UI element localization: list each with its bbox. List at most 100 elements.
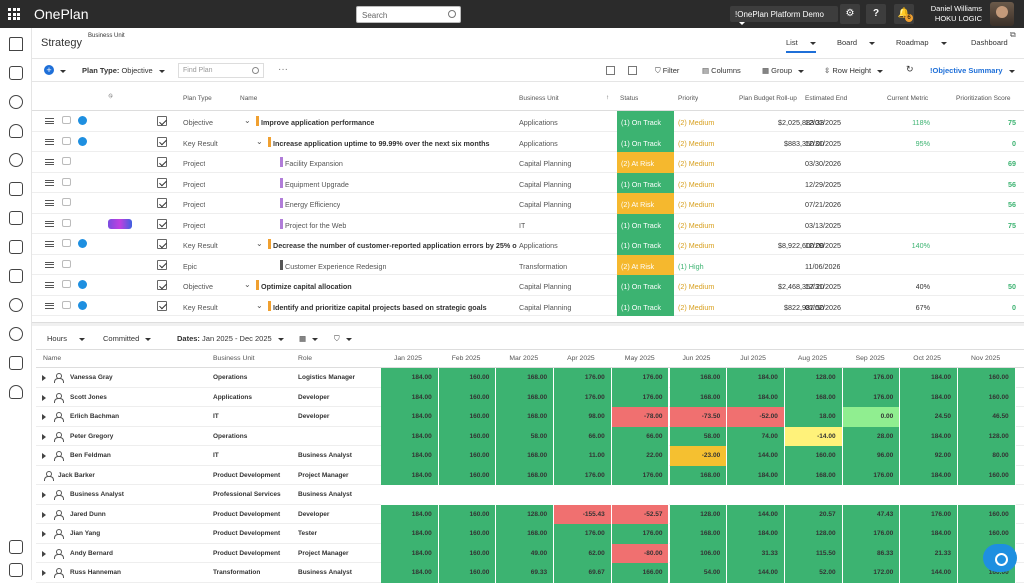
capacity-cell[interactable]: 184.00 bbox=[381, 543, 439, 563]
capacity-cell[interactable]: 144.00 bbox=[727, 504, 785, 524]
capacity-cell[interactable]: 184.00 bbox=[900, 524, 958, 544]
resource-name[interactable]: Andy Bernard bbox=[70, 549, 113, 557]
month-column-header[interactable]: Jul 2025 bbox=[740, 355, 766, 362]
comment-icon[interactable] bbox=[62, 239, 71, 247]
capacity-cell[interactable]: 166.00 bbox=[611, 563, 670, 583]
capacity-cell[interactable] bbox=[727, 485, 785, 505]
resource-name[interactable]: Business Analyst bbox=[70, 491, 124, 498]
capacity-cell[interactable]: 24.50 bbox=[900, 407, 958, 427]
table-row[interactable]: Objective ⌄ Improve application performanc… bbox=[32, 111, 1024, 132]
capacity-cell[interactable]: -23.00 bbox=[669, 446, 728, 466]
col-business-unit[interactable]: Business Unit bbox=[519, 95, 559, 102]
capacity-cell[interactable]: 144.00 bbox=[900, 563, 958, 583]
capacity-cell[interactable]: 184.00 bbox=[727, 387, 785, 407]
drag-handle-icon[interactable] bbox=[45, 138, 54, 145]
capacity-cell[interactable]: 160.00 bbox=[958, 387, 1016, 407]
summary-selector[interactable]: !Objective Summary bbox=[930, 66, 1015, 75]
avatar[interactable] bbox=[990, 2, 1014, 26]
col-status[interactable]: Status bbox=[620, 95, 639, 102]
capacity-cell[interactable]: 52.00 bbox=[784, 563, 843, 583]
row-checkbox[interactable] bbox=[157, 116, 167, 126]
capacity-cell[interactable]: 144.00 bbox=[727, 563, 785, 583]
row-checkbox[interactable] bbox=[157, 198, 167, 208]
capacity-cell[interactable]: 128.00 bbox=[784, 368, 843, 388]
capacity-cell[interactable]: 144.00 bbox=[727, 446, 785, 466]
plan-name-link[interactable]: Project for the Web bbox=[285, 220, 347, 230]
date-range-selector[interactable]: Dates: Jan 2025 - Dec 2025 bbox=[177, 334, 284, 343]
find-plan-input[interactable]: Find Plan bbox=[178, 63, 264, 78]
filter-icon[interactable]: ⛉ bbox=[334, 334, 352, 344]
hours-selector[interactable]: Hours bbox=[47, 334, 86, 343]
popout-icon[interactable]: ⧉ bbox=[1010, 30, 1016, 39]
row-checkbox[interactable] bbox=[157, 239, 167, 249]
expand-arrow-icon[interactable] bbox=[42, 375, 46, 381]
table-row[interactable]: Project Equipment Upgrade Capital Planning… bbox=[32, 172, 1024, 193]
capacity-cell[interactable]: 168.00 bbox=[496, 524, 555, 544]
capacity-cell[interactable]: 168.00 bbox=[669, 524, 728, 544]
expand-arrow-icon[interactable] bbox=[42, 570, 46, 576]
portfolio-icon[interactable] bbox=[9, 66, 23, 80]
capacity-cell[interactable]: 128.00 bbox=[958, 426, 1016, 446]
capacity-cell[interactable]: 176.00 bbox=[611, 368, 670, 388]
report-icon[interactable] bbox=[9, 182, 23, 196]
capacity-cell[interactable]: 184.00 bbox=[381, 368, 439, 388]
capacity-cell[interactable] bbox=[496, 485, 555, 505]
capacity-cell[interactable]: 22.00 bbox=[611, 446, 670, 466]
capacity-cell[interactable]: 184.00 bbox=[727, 524, 785, 544]
capacity-cell[interactable]: 168.00 bbox=[669, 387, 728, 407]
col-name[interactable]: Name bbox=[240, 95, 258, 102]
capacity-cell[interactable] bbox=[611, 485, 670, 505]
capacity-cell[interactable]: 184.00 bbox=[900, 368, 958, 388]
plan-name-link[interactable]: Optimize capital allocation bbox=[261, 282, 352, 291]
comment-icon[interactable] bbox=[62, 300, 71, 309]
resource-row[interactable]: Jared Dunn Product Development Developer 18… bbox=[36, 504, 1024, 524]
capacity-cell[interactable]: 168.00 bbox=[496, 407, 555, 427]
drag-handle-icon[interactable] bbox=[45, 159, 54, 165]
add-plan-button[interactable]: + bbox=[44, 65, 54, 75]
capacity-cell[interactable]: 184.00 bbox=[727, 465, 785, 485]
capacity-cell[interactable] bbox=[784, 485, 843, 505]
drag-handle-icon[interactable] bbox=[45, 200, 54, 206]
capacity-cell[interactable]: 184.00 bbox=[900, 387, 958, 407]
capacity-cell[interactable]: 160.00 bbox=[438, 524, 497, 544]
capacity-cell[interactable]: 176.00 bbox=[611, 465, 670, 485]
month-column-header[interactable]: Feb 2025 bbox=[451, 355, 481, 362]
drag-handle-icon[interactable] bbox=[45, 302, 54, 309]
capacity-cell[interactable] bbox=[842, 485, 901, 505]
resource-row[interactable]: Vanessa Gray Operations Logistics Manager 1… bbox=[36, 368, 1024, 388]
capacity-cell[interactable] bbox=[900, 485, 958, 505]
capacity-cell[interactable]: 184.00 bbox=[900, 465, 958, 485]
capacity-cell[interactable]: 160.00 bbox=[958, 504, 1016, 524]
view-board-tab[interactable]: Board bbox=[837, 38, 876, 47]
view-list-tab[interactable]: List bbox=[786, 38, 816, 53]
table-row[interactable]: Project Facility Expansion Capital Plannin… bbox=[32, 152, 1024, 173]
capacity-cell[interactable]: 106.00 bbox=[669, 543, 728, 563]
resource-name[interactable]: Erlich Bachman bbox=[70, 413, 120, 420]
committed-selector[interactable]: Committed bbox=[103, 334, 152, 343]
resource-name[interactable]: Ben Feldman bbox=[70, 452, 111, 459]
view-roadmap-tab[interactable]: Roadmap bbox=[896, 38, 947, 47]
plan-name-link[interactable]: Increase application uptime to 99.99% ov… bbox=[273, 138, 490, 148]
capacity-cell[interactable]: 176.00 bbox=[842, 387, 901, 407]
drag-handle-icon[interactable] bbox=[45, 220, 54, 227]
capacity-cell[interactable]: 47.43 bbox=[842, 504, 901, 524]
hierarchy-icon[interactable]: ⛗ bbox=[108, 93, 114, 100]
capacity-cell[interactable]: 184.00 bbox=[900, 426, 958, 446]
drag-handle-icon[interactable] bbox=[45, 261, 54, 268]
capacity-cell[interactable]: 168.00 bbox=[669, 368, 728, 388]
col-resource-bu[interactable]: Business Unit bbox=[213, 355, 255, 362]
help-icon[interactable]: ? bbox=[866, 4, 886, 24]
capacity-cell[interactable]: 128.00 bbox=[784, 524, 843, 544]
month-column-header[interactable]: May 2025 bbox=[624, 355, 655, 362]
chevron-down-icon[interactable] bbox=[60, 70, 66, 73]
capacity-cell[interactable]: -52.00 bbox=[727, 407, 785, 427]
capacity-cell[interactable]: 176.00 bbox=[554, 368, 612, 388]
plan-name-link[interactable]: Improve application performance bbox=[261, 118, 375, 127]
chevron-down-icon[interactable] bbox=[809, 41, 816, 45]
search-input[interactable]: Search bbox=[356, 6, 461, 23]
capacity-cell[interactable]: 176.00 bbox=[554, 465, 612, 485]
capacity-cell[interactable]: -155.43 bbox=[554, 504, 612, 524]
capacity-cell[interactable]: 160.00 bbox=[958, 368, 1016, 388]
table-row[interactable]: Epic Customer Experience Redesign Transfor… bbox=[32, 254, 1024, 275]
board-icon[interactable] bbox=[9, 211, 23, 225]
